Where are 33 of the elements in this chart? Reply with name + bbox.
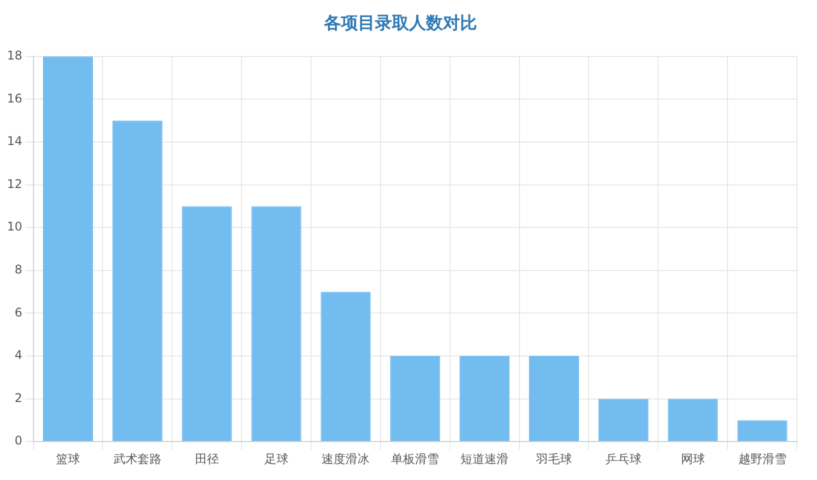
bar (182, 206, 232, 442)
x-tick-label: 武术套路 (113, 452, 162, 466)
x-tick-label: 越野滑雪 (738, 452, 786, 466)
bar (390, 356, 440, 442)
bar (112, 120, 162, 442)
bar (668, 398, 718, 442)
x-tick-label: 田径 (194, 452, 219, 466)
x-tick-label: 短道速滑 (460, 452, 509, 466)
x-tick-label: 羽毛球 (534, 452, 572, 466)
chart-title: 各项目录取人数对比 (323, 14, 477, 34)
bar (737, 420, 788, 442)
y-tick-label: 4 (14, 348, 22, 362)
y-tick-label: 6 (14, 305, 22, 320)
x-tick-label: 网球 (680, 452, 705, 466)
bar (460, 356, 510, 442)
bar (251, 206, 302, 442)
x-tick-label: 单板滑雪 (391, 452, 440, 466)
bar (320, 292, 371, 442)
y-tick-label: 10 (6, 220, 22, 234)
x-tick-label: 篮球 (56, 452, 80, 466)
x-tick-label: 足球 (264, 452, 288, 466)
x-tick-label: 速度滑冰 (322, 452, 370, 466)
x-tick-label: 乒乓球 (605, 452, 642, 466)
y-tick-label: 12 (6, 176, 22, 191)
y-tick-label: 0 (14, 434, 22, 448)
y-tick-label: 14 (6, 134, 22, 148)
bar (529, 356, 579, 442)
y-tick-label: 18 (6, 48, 22, 63)
bar (42, 56, 93, 442)
bar (598, 398, 648, 442)
y-tick-label: 16 (6, 91, 22, 106)
y-tick-label: 2 (14, 390, 22, 405)
y-tick-label: 8 (14, 262, 22, 277)
